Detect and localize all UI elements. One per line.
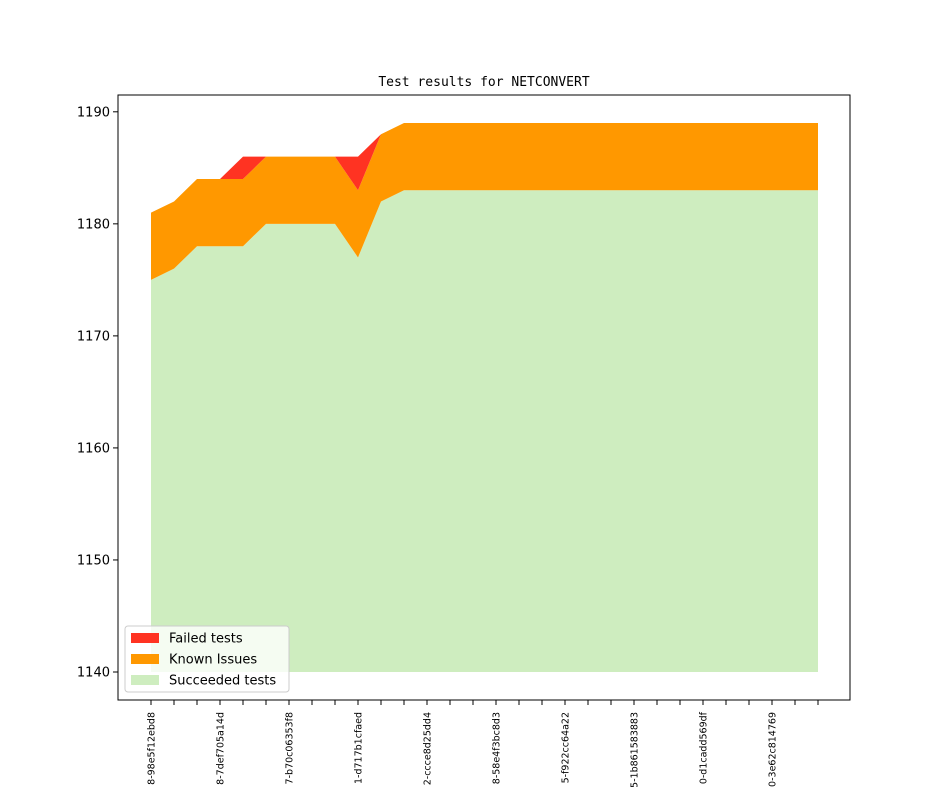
x-tick-label: 5-1b861583883: [630, 712, 641, 787]
x-tick-label: 8-58e4f3bc8d3: [492, 712, 503, 784]
axes-frame: [117, 94, 851, 701]
plot-area: [151, 123, 818, 672]
area-series-succeeded-tests: [151, 190, 818, 672]
x-tick-label: 8-7def705a14d: [216, 712, 227, 785]
legend-box: [124, 625, 290, 693]
x-tick-label: 7-b70c06353f8: [285, 712, 296, 784]
area-series-known-issues: [151, 123, 818, 280]
y-axis: 1140 1150 1160 1170 1180 1190: [77, 105, 118, 680]
x-tick-label: 2-ccce8d25dd4: [423, 712, 434, 785]
x-axis: 8-98e5f12ebd8 8-7def705a14d 7-b70c06353f8 1…: [147, 700, 819, 788]
legend: Failed tests Known Issues Succeeded tests: [124, 625, 290, 693]
legend-label-failed-tests: Failed tests: [169, 632, 243, 647]
chart-title: Test results for NETCONVERT: [378, 75, 589, 90]
x-tick-label: 8-98e5f12ebd8: [147, 712, 158, 785]
legend-swatch-known-issues: [131, 654, 159, 664]
y-tick-label: 1140: [77, 665, 110, 680]
legend-swatch-succeeded-tests: [131, 675, 159, 685]
x-tick-label: 0-3e62c814769: [768, 712, 779, 787]
x-tick-label: 1-d717b1cfaed: [354, 712, 365, 784]
y-tick-label: 1180: [77, 217, 110, 232]
y-tick-label: 1150: [77, 553, 110, 568]
legend-swatch-failed-tests: [131, 633, 159, 643]
legend-label-known-issues: Known Issues: [169, 653, 257, 668]
y-tick-label: 1160: [77, 441, 110, 456]
x-tick-label: 0-d1cadd569df: [699, 711, 710, 784]
y-tick-label: 1170: [77, 329, 110, 344]
y-tick-label: 1190: [77, 105, 110, 120]
x-tick-label: 5-f922cc64a22: [561, 712, 572, 783]
legend-label-succeeded-tests: Succeeded tests: [169, 674, 276, 689]
